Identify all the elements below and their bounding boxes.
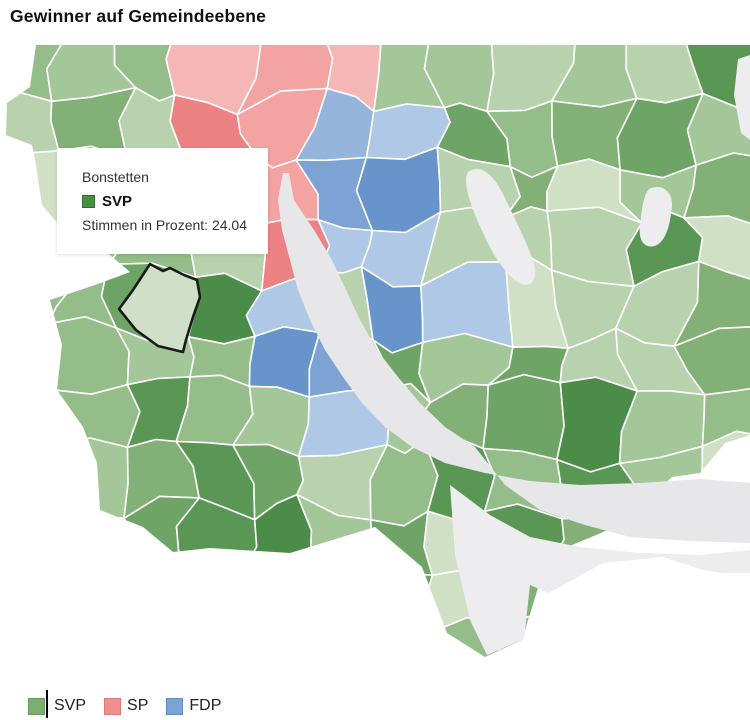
municipality-cell[interactable] — [482, 373, 565, 461]
municipality-map[interactable] — [0, 45, 750, 680]
map-tooltip: Bonstetten SVP Stimmen in Prozent: 24.04 — [57, 148, 268, 254]
municipality-cell[interactable] — [0, 445, 76, 515]
lake-pfaeffikersee — [639, 186, 673, 247]
legend-label-svp: SVP — [54, 697, 87, 714]
tooltip-vote-share-value: 24.04 — [211, 217, 247, 233]
municipality-cell[interactable] — [0, 551, 70, 625]
municipality-cell[interactable] — [108, 610, 197, 680]
municipality-cell[interactable] — [701, 386, 750, 448]
legend-item-fdp: FDP — [166, 697, 221, 715]
tooltip-party-name: SVP — [102, 193, 133, 210]
out-of-canton-sliver — [734, 55, 750, 140]
tooltip-vote-share-label: Stimmen in Prozent: — [82, 217, 209, 233]
legend-item-sp: SP — [104, 697, 148, 715]
municipality-cell[interactable] — [0, 90, 60, 155]
municipality-cell[interactable] — [673, 260, 750, 348]
municipality-cell[interactable] — [359, 559, 434, 639]
lake-zurich — [278, 173, 750, 543]
municipality-cell[interactable] — [181, 611, 253, 680]
municipality-cell[interactable] — [108, 555, 192, 632]
municipality-cell[interactable] — [67, 609, 118, 680]
selected-municipality-outline[interactable] — [117, 262, 202, 354]
tooltip-party-row: SVP — [82, 193, 268, 210]
map-legend: SVP SP FDP — [28, 690, 239, 720]
municipality-cell[interactable] — [0, 386, 57, 461]
municipality-cell[interactable] — [238, 605, 317, 680]
legend-label-sp: SP — [127, 697, 149, 714]
tooltip-municipality-name: Bonstetten — [82, 169, 149, 185]
municipality-cell[interactable] — [683, 152, 750, 229]
fdp-color-swatch — [166, 697, 184, 715]
tooltip-vote-share: Stimmen in Prozent: 24.04 — [82, 217, 268, 233]
svp-color-swatch — [28, 697, 45, 715]
municipality-cell[interactable] — [608, 548, 688, 636]
municipality-cell[interactable] — [50, 513, 146, 572]
sp-color-swatch — [104, 697, 122, 715]
municipality-cell[interactable] — [562, 614, 632, 680]
municipality-cell[interactable] — [47, 383, 141, 449]
municipality-cell[interactable] — [673, 325, 750, 396]
party-color-swatch — [82, 195, 95, 208]
out-of-canton-area — [450, 485, 750, 655]
municipality-cell[interactable] — [613, 622, 688, 680]
lake-greifensee — [466, 168, 536, 285]
municipality-cell[interactable] — [359, 621, 451, 680]
municipality-cell[interactable] — [54, 437, 129, 520]
page-title: Gewinner auf Gemeindeebene — [10, 6, 267, 26]
municipality-cell[interactable] — [50, 551, 142, 613]
municipality-cell[interactable] — [308, 559, 387, 626]
municipality-cell[interactable] — [680, 622, 750, 680]
legend-item-svp: SVP — [28, 690, 87, 720]
municipality-cell[interactable] — [179, 557, 246, 629]
municipality-cell[interactable] — [0, 323, 61, 400]
municipality-cell[interactable] — [683, 215, 750, 284]
municipality-cell[interactable] — [0, 507, 72, 567]
municipality-cell[interactable] — [231, 567, 317, 626]
municipality-cell[interactable] — [299, 612, 372, 680]
text-cursor-artifact — [46, 690, 48, 718]
municipality-cell[interactable] — [0, 611, 72, 680]
legend-label-fdp: FDP — [189, 697, 222, 714]
